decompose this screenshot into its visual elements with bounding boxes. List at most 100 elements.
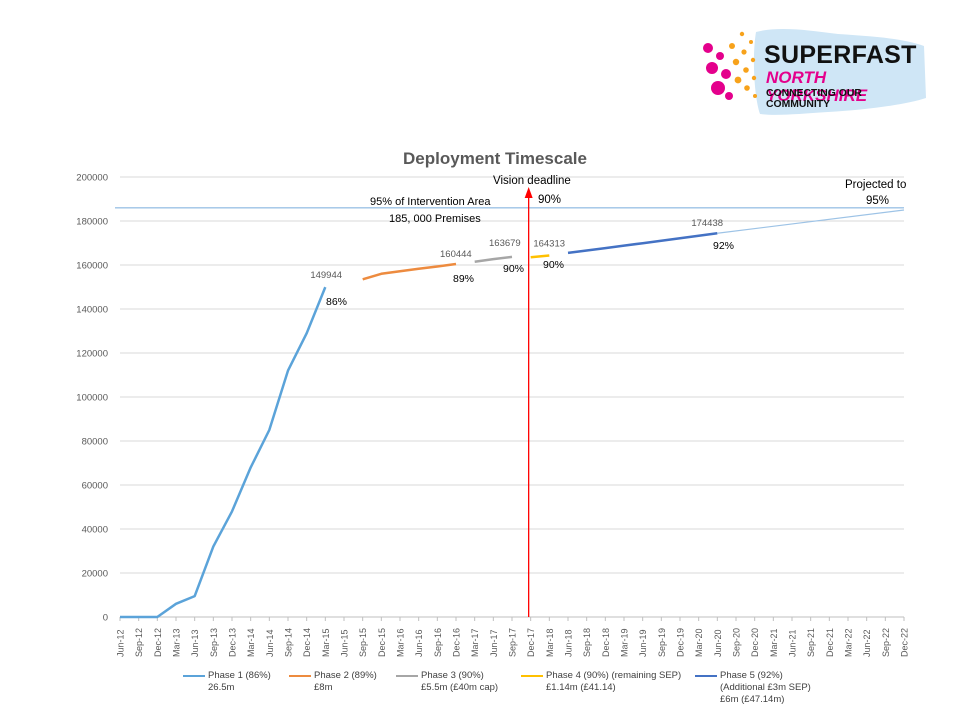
intervention-area-label: 95% of Intervention Area bbox=[370, 196, 491, 208]
series-lines bbox=[120, 209, 905, 619]
x-tick-label-Sep-21: Sep-21 bbox=[806, 628, 816, 657]
logo-north-yorkshire-text: NORTH YORKSHIRE bbox=[766, 68, 868, 105]
legend-label-phase-5: Phase 5 (92%) bbox=[720, 670, 783, 681]
x-tick-label-Jun-20: Jun-20 bbox=[713, 629, 723, 657]
x-tick-label-Jun-22: Jun-22 bbox=[862, 629, 872, 657]
x-tick-label-Jun-13: Jun-13 bbox=[190, 629, 200, 657]
vision-deadline-label: Vision deadline bbox=[493, 175, 571, 187]
vision-deadline-percent: 90% bbox=[538, 194, 561, 206]
x-tick-label-Jun-17: Jun-17 bbox=[489, 629, 499, 657]
logo-graphic bbox=[703, 28, 926, 115]
y-tick-label-200000: 200000 bbox=[76, 173, 108, 184]
legend-swatch-phase-5 bbox=[695, 675, 717, 677]
x-tick-label-Dec-12: Dec-12 bbox=[153, 628, 163, 657]
x-tick-label-Sep-20: Sep-20 bbox=[732, 628, 742, 657]
x-tick-label-Jun-16: Jun-16 bbox=[414, 629, 424, 657]
x-tick-label-Dec-16: Dec-16 bbox=[452, 628, 462, 657]
legend-swatch-phase-3 bbox=[396, 675, 418, 677]
series-line-phase-5 bbox=[567, 231, 718, 255]
x-tick-label-Jun-14: Jun-14 bbox=[265, 629, 275, 657]
x-tick-label-Sep-14: Sep-14 bbox=[284, 628, 294, 657]
legend-detail-phase-3: £5.5m (£40m cap) bbox=[421, 682, 499, 693]
x-tick-label-Mar-15: Mar-15 bbox=[321, 628, 331, 657]
x-tick-label-Dec-15: Dec-15 bbox=[377, 628, 387, 657]
x-tick-label-Dec-19: Dec-19 bbox=[676, 628, 686, 657]
data-label-163679: 163679 bbox=[489, 238, 521, 249]
y-tick-label-180000: 180000 bbox=[76, 217, 108, 228]
y-axis-tick-labels: 0 20000 40000 60000 80000 100000 120000 140000 1… bbox=[76, 173, 108, 624]
legend-swatch-phase-2 bbox=[289, 675, 311, 677]
x-axis-tick-labels: Jun-12 Sep-12 Dec-12 Mar-13 Jun-13 Sep-13 Dec-… bbox=[116, 628, 910, 657]
annotation-90-percent-phase3: 90% bbox=[503, 263, 524, 275]
series-line-phase-3 bbox=[474, 255, 513, 263]
x-tick-label-Sep-13: Sep-13 bbox=[209, 628, 219, 657]
series-line-phase-2 bbox=[362, 262, 457, 281]
legend-label-phase-2: Phase 2 (89%) bbox=[314, 670, 377, 681]
y-tick-label-100000: 100000 bbox=[76, 393, 108, 404]
legend-detail-phase-2: £8m bbox=[314, 682, 333, 693]
x-tick-label-Sep-19: Sep-19 bbox=[657, 628, 667, 657]
series-line-phase-4 bbox=[530, 254, 550, 259]
x-tick-label-Sep-16: Sep-16 bbox=[433, 628, 443, 657]
x-tick-label-Dec-14: Dec-14 bbox=[302, 628, 312, 657]
projected-percent: 95% bbox=[866, 195, 889, 207]
series-line-phase-1 bbox=[120, 286, 327, 619]
y-tick-label-0: 0 bbox=[103, 613, 108, 624]
legend-label-phase-3: Phase 3 (90%) bbox=[421, 670, 484, 681]
x-tick-label-Mar-20: Mar-20 bbox=[694, 628, 704, 657]
legend-swatch-phase-4 bbox=[521, 675, 543, 677]
x-tick-label-Mar-18: Mar-18 bbox=[545, 628, 555, 657]
y-tick-label-160000: 160000 bbox=[76, 261, 108, 272]
y-tick-label-120000: 120000 bbox=[76, 349, 108, 360]
legend-detail-phase-5: (Additional £3m SEP) bbox=[720, 682, 811, 693]
data-label-149944: 149944 bbox=[310, 270, 342, 281]
logo-tagline-text: CONNECTING OUR COMMUNITY bbox=[766, 88, 862, 110]
logo-superfast-text: SUPERFAST bbox=[764, 41, 917, 69]
superfast-north-yorkshire-logo: SUPERFAST NORTH YORKSHIRE CONNECTING OUR… bbox=[698, 26, 928, 118]
y-tick-label-80000: 80000 bbox=[82, 437, 108, 448]
x-tick-label-Sep-15: Sep-15 bbox=[358, 628, 368, 657]
legend-detail-phase-1: 26.5m bbox=[208, 682, 235, 693]
legend-label-phase-1: Phase 1 (86%) bbox=[208, 670, 271, 681]
gridlines bbox=[119, 176, 905, 621]
x-tick-label-Mar-21: Mar-21 bbox=[769, 628, 779, 657]
x-tick-label-Dec-17: Dec-17 bbox=[526, 628, 536, 657]
y-tick-label-40000: 40000 bbox=[82, 525, 108, 536]
projection-line bbox=[717, 209, 905, 234]
x-tick-label-Jun-18: Jun-18 bbox=[564, 629, 574, 657]
x-tick-label-Mar-22: Mar-22 bbox=[844, 628, 854, 657]
x-tick-label-Sep-22: Sep-22 bbox=[881, 628, 891, 657]
data-label-160444: 160444 bbox=[440, 249, 472, 260]
x-tick-label-Sep-18: Sep-18 bbox=[582, 628, 592, 657]
x-tick-label-Mar-16: Mar-16 bbox=[396, 628, 406, 657]
x-tick-label-Dec-22: Dec-22 bbox=[900, 628, 910, 657]
x-tick-label-Jun-12: Jun-12 bbox=[116, 629, 126, 657]
intervention-premises-label: 185, 000 Premises bbox=[389, 213, 481, 225]
x-tick-label-Dec-20: Dec-20 bbox=[750, 628, 760, 657]
y-tick-label-140000: 140000 bbox=[76, 305, 108, 316]
x-tick-label-Dec-13: Dec-13 bbox=[228, 628, 238, 657]
y-tick-label-60000: 60000 bbox=[82, 481, 108, 492]
x-tick-label-Dec-18: Dec-18 bbox=[601, 628, 611, 657]
vision-deadline-arrowhead bbox=[524, 187, 533, 198]
legend-detail2-phase-5: £6m (£47.14m) bbox=[720, 694, 785, 705]
y-tick-label-20000: 20000 bbox=[82, 569, 108, 580]
x-tick-label-Mar-13: Mar-13 bbox=[172, 628, 182, 657]
x-tick-label-Jun-21: Jun-21 bbox=[788, 629, 798, 657]
data-labels: 149944 160444 163679 164313 174438 bbox=[310, 218, 723, 281]
chart-title: Deployment Timescale bbox=[403, 149, 587, 168]
x-tick-label-Mar-14: Mar-14 bbox=[246, 628, 256, 657]
legend-label-phase-4: Phase 4 (90%) (remaining SEP) bbox=[546, 670, 682, 681]
x-tick-label-Jun-19: Jun-19 bbox=[638, 629, 648, 657]
x-tick-label-Sep-17: Sep-17 bbox=[508, 628, 518, 657]
x-tick-label-Jun-15: Jun-15 bbox=[340, 629, 350, 657]
data-label-164313: 164313 bbox=[533, 239, 565, 250]
x-tick-label-Mar-17: Mar-17 bbox=[470, 628, 480, 657]
legend-swatch-phase-1 bbox=[183, 675, 205, 677]
legend-detail-phase-4: £1.14m (£41.14) bbox=[546, 682, 616, 693]
x-tick-label-Sep-12: Sep-12 bbox=[134, 628, 144, 657]
annotation-90-percent-phase4: 90% bbox=[543, 259, 564, 271]
projected-label: Projected to bbox=[845, 179, 906, 191]
annotation-92-percent: 92% bbox=[713, 240, 734, 252]
